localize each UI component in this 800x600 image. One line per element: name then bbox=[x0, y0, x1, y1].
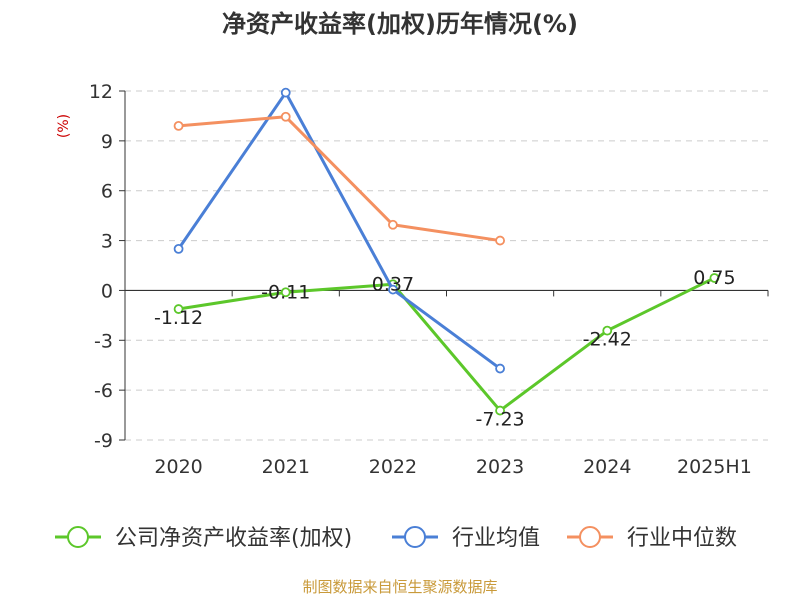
data-point bbox=[495, 363, 505, 374]
series-1 bbox=[173, 87, 505, 374]
y-tick-label: 0 bbox=[101, 280, 113, 302]
data-label: 0.37 bbox=[372, 273, 414, 295]
x-tick-label: 2021 bbox=[262, 456, 310, 478]
data-label: -7.23 bbox=[475, 409, 524, 431]
legend-label: 行业均值 bbox=[452, 526, 540, 551]
legend-item: 行业中位数 bbox=[567, 526, 737, 551]
y-tick-label: 9 bbox=[101, 131, 113, 153]
data-point bbox=[173, 121, 184, 131]
y-tick-label: 3 bbox=[101, 231, 113, 253]
data-point bbox=[173, 243, 184, 254]
y-tick-label: -6 bbox=[94, 380, 113, 402]
legend-item: 行业均值 bbox=[392, 526, 540, 551]
data-point bbox=[495, 405, 505, 416]
x-tick-label: 2023 bbox=[476, 456, 524, 478]
chart-title: 净资产收益率(加权)历年情况(%) bbox=[222, 10, 578, 38]
data-label: 0.75 bbox=[693, 267, 735, 289]
series-2 bbox=[173, 111, 505, 246]
data-label: -2.42 bbox=[583, 329, 632, 351]
series-line bbox=[178, 115, 501, 243]
y-tick-label: 6 bbox=[101, 181, 113, 203]
series-line bbox=[177, 91, 501, 370]
y-tick-label: -9 bbox=[94, 430, 113, 452]
grid-lines bbox=[125, 90, 768, 441]
legend: 公司净资产收益率(加权) 行业均值 行业中位数 bbox=[55, 526, 737, 551]
legend-label: 行业中位数 bbox=[627, 526, 737, 551]
legend-marker bbox=[404, 526, 426, 548]
legend-label: 公司净资产收益率(加权) bbox=[115, 526, 352, 551]
data-point bbox=[602, 325, 613, 336]
legend-marker bbox=[67, 526, 89, 548]
data-label: -1.12 bbox=[154, 307, 203, 329]
x-tick-label: 2020 bbox=[154, 456, 202, 478]
series-layer bbox=[173, 87, 720, 416]
y-tick-label: -3 bbox=[94, 330, 113, 352]
source-note: 制图数据来自恒生聚源数据库 bbox=[302, 578, 497, 596]
data-labels: -1.12 -0.11 0.37 -7.23 -2.42 0.75 bbox=[154, 267, 736, 431]
data-point bbox=[280, 111, 291, 122]
data-point bbox=[388, 284, 398, 295]
data-point bbox=[280, 287, 291, 298]
series-line bbox=[178, 276, 716, 413]
y-axis-label: (%) bbox=[56, 114, 72, 138]
legend-item: 公司净资产收益率(加权) bbox=[55, 526, 352, 551]
x-tick-label: 2022 bbox=[369, 456, 417, 478]
data-point bbox=[173, 304, 184, 314]
y-tick-label: 12 bbox=[89, 81, 113, 103]
series-0 bbox=[173, 273, 720, 416]
x-tick-label: 2025H1 bbox=[677, 456, 752, 478]
data-point bbox=[709, 273, 720, 283]
x-tick-label: 2024 bbox=[583, 456, 631, 478]
data-point bbox=[495, 235, 505, 246]
axes: 12 9 6 3 0 -3 -6 -9 2020 2021 2022 2023 2024 2025H1 bbox=[89, 81, 769, 478]
data-label: -0.11 bbox=[261, 281, 310, 303]
data-point bbox=[280, 87, 291, 98]
data-point bbox=[388, 219, 398, 230]
legend-marker bbox=[579, 526, 601, 548]
